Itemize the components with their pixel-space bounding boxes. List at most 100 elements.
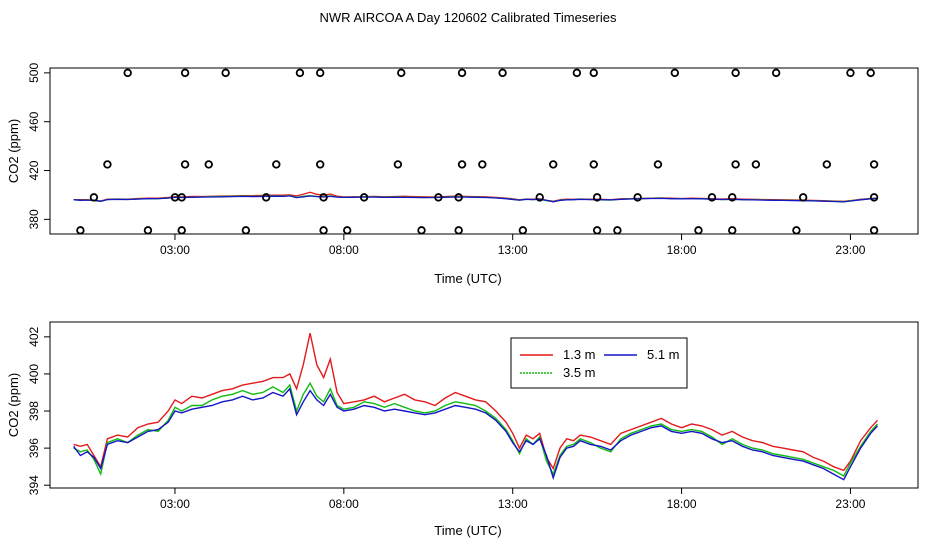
calibration-point [751, 160, 761, 169]
top-x-axis-label: Time (UTC) [434, 271, 501, 286]
calibration-point [319, 226, 328, 235]
calibration-point [315, 160, 325, 169]
top-y-tick-label: 380 [27, 209, 41, 229]
calibration-point [457, 160, 467, 169]
calibration-point [694, 226, 703, 235]
calibration-point [204, 160, 213, 169]
bottom-y-axis-label: CO2 (ppm) [6, 373, 21, 437]
calibration-panel: 03:00 08:00 13:00 18:00 23:00 380 420 460 500 Ti… [6, 63, 919, 286]
calibration-point [498, 68, 507, 78]
calibration-point [731, 68, 740, 78]
calibration-point [613, 226, 622, 235]
calibration-point [143, 226, 153, 235]
top-y-tick-label: 500 [27, 63, 41, 83]
calibration-point [633, 193, 642, 202]
top-x-tick-label: 13:00 [498, 243, 528, 257]
calibration-point [221, 68, 230, 78]
legend-label-1-3m: 1.3 m [563, 347, 596, 362]
calibration-point [241, 226, 251, 235]
calibration-point [535, 193, 544, 202]
calibration-point [846, 68, 855, 78]
co2-panel: 03:00 08:00 13:00 18:00 23:00 394 396 398 400 402… [6, 321, 919, 538]
top-plot-frame [49, 67, 919, 235]
series-line-13m [73, 332, 879, 472]
bottom-y-tick-label: 402 [27, 327, 41, 347]
series-line-35m [73, 381, 879, 477]
top-x-tick-label: 23:00 [835, 243, 865, 257]
calibration-point [417, 226, 426, 235]
top-axes: 03:00 08:00 13:00 18:00 23:00 380 420 460 500 [27, 63, 866, 257]
figure-title: NWR AIRCOA A Day 120602 Calibrated Times… [320, 10, 617, 25]
calibration-point [457, 68, 467, 78]
calibration-point [731, 160, 740, 169]
bottom-x-tick-label: 23:00 [835, 497, 865, 511]
legend-label-5-1m: 5.1 m [647, 347, 680, 362]
calibration-point [180, 68, 190, 78]
bottom-y-tick-label: 398 [27, 401, 41, 421]
calibration-point [76, 226, 85, 235]
top-series-line-35 [73, 194, 878, 203]
legend-box [510, 337, 688, 389]
calibration-point [869, 160, 879, 169]
bottom-y-tick-label: 400 [27, 364, 41, 384]
calibration-point [478, 160, 487, 169]
calibration-point [728, 226, 737, 235]
bottom-x-tick-label: 08:00 [329, 497, 359, 511]
calibration-point [518, 226, 528, 235]
calibration-point [177, 193, 186, 202]
bottom-x-tick-label: 03:00 [160, 497, 190, 511]
top-x-tick-label: 03:00 [160, 243, 190, 257]
calibration-point [592, 193, 602, 202]
calibration-point [670, 68, 680, 78]
calibration-point [572, 68, 582, 78]
top-x-tick-label: 18:00 [667, 243, 697, 257]
bottom-x-tick-label: 18:00 [667, 497, 697, 511]
bottom-y-tick-label: 394 [27, 475, 41, 495]
calibration-point [653, 160, 663, 169]
calibration-point [792, 226, 801, 235]
calibration-point [589, 160, 598, 169]
calibration-point [180, 160, 190, 169]
calibration-point [393, 160, 403, 169]
calibration-point [592, 226, 602, 235]
calibration-point [549, 160, 558, 169]
calibration-point [177, 226, 186, 235]
calibration-point [89, 193, 99, 202]
top-y-tick-label: 420 [27, 160, 41, 180]
calibration-point [869, 193, 879, 202]
bottom-y-tick-label: 396 [27, 438, 41, 458]
calibration-point [771, 68, 781, 78]
calibration-point [397, 68, 406, 78]
top-y-tick-label: 460 [27, 111, 41, 131]
bottom-plot-area [73, 332, 879, 481]
calibration-point [315, 68, 325, 78]
calibration-point [798, 193, 808, 202]
bottom-x-tick-label: 13:00 [498, 497, 528, 511]
calibration-point [728, 193, 737, 202]
calibration-point [454, 193, 463, 202]
calibration-point [707, 193, 717, 202]
calibration-point [434, 193, 443, 202]
calibration-point [261, 193, 271, 202]
top-plot-area [73, 68, 879, 235]
legend: 1.3 m 3.5 m 5.1 m [510, 337, 688, 389]
calibration-point [822, 160, 832, 169]
calibration-point [866, 68, 875, 78]
calibration-point [123, 68, 132, 78]
calibration-point [869, 226, 879, 235]
bottom-x-axis-label: Time (UTC) [434, 523, 501, 538]
calibration-point [103, 160, 112, 169]
calibration-point [589, 68, 598, 78]
calibration-point [343, 226, 352, 235]
top-y-axis-label: CO2 (ppm) [6, 119, 21, 183]
calibration-point [359, 193, 369, 202]
calibration-point [272, 160, 281, 169]
top-x-tick-label: 08:00 [329, 243, 359, 257]
bottom-plot-frame [49, 321, 919, 489]
calibration-point [295, 68, 305, 78]
series-line-51m [73, 387, 879, 481]
calibration-point [319, 193, 328, 202]
bottom-axes: 03:00 08:00 13:00 18:00 23:00 394 396 398 400 402 [27, 327, 866, 511]
calibration-point [454, 226, 463, 235]
